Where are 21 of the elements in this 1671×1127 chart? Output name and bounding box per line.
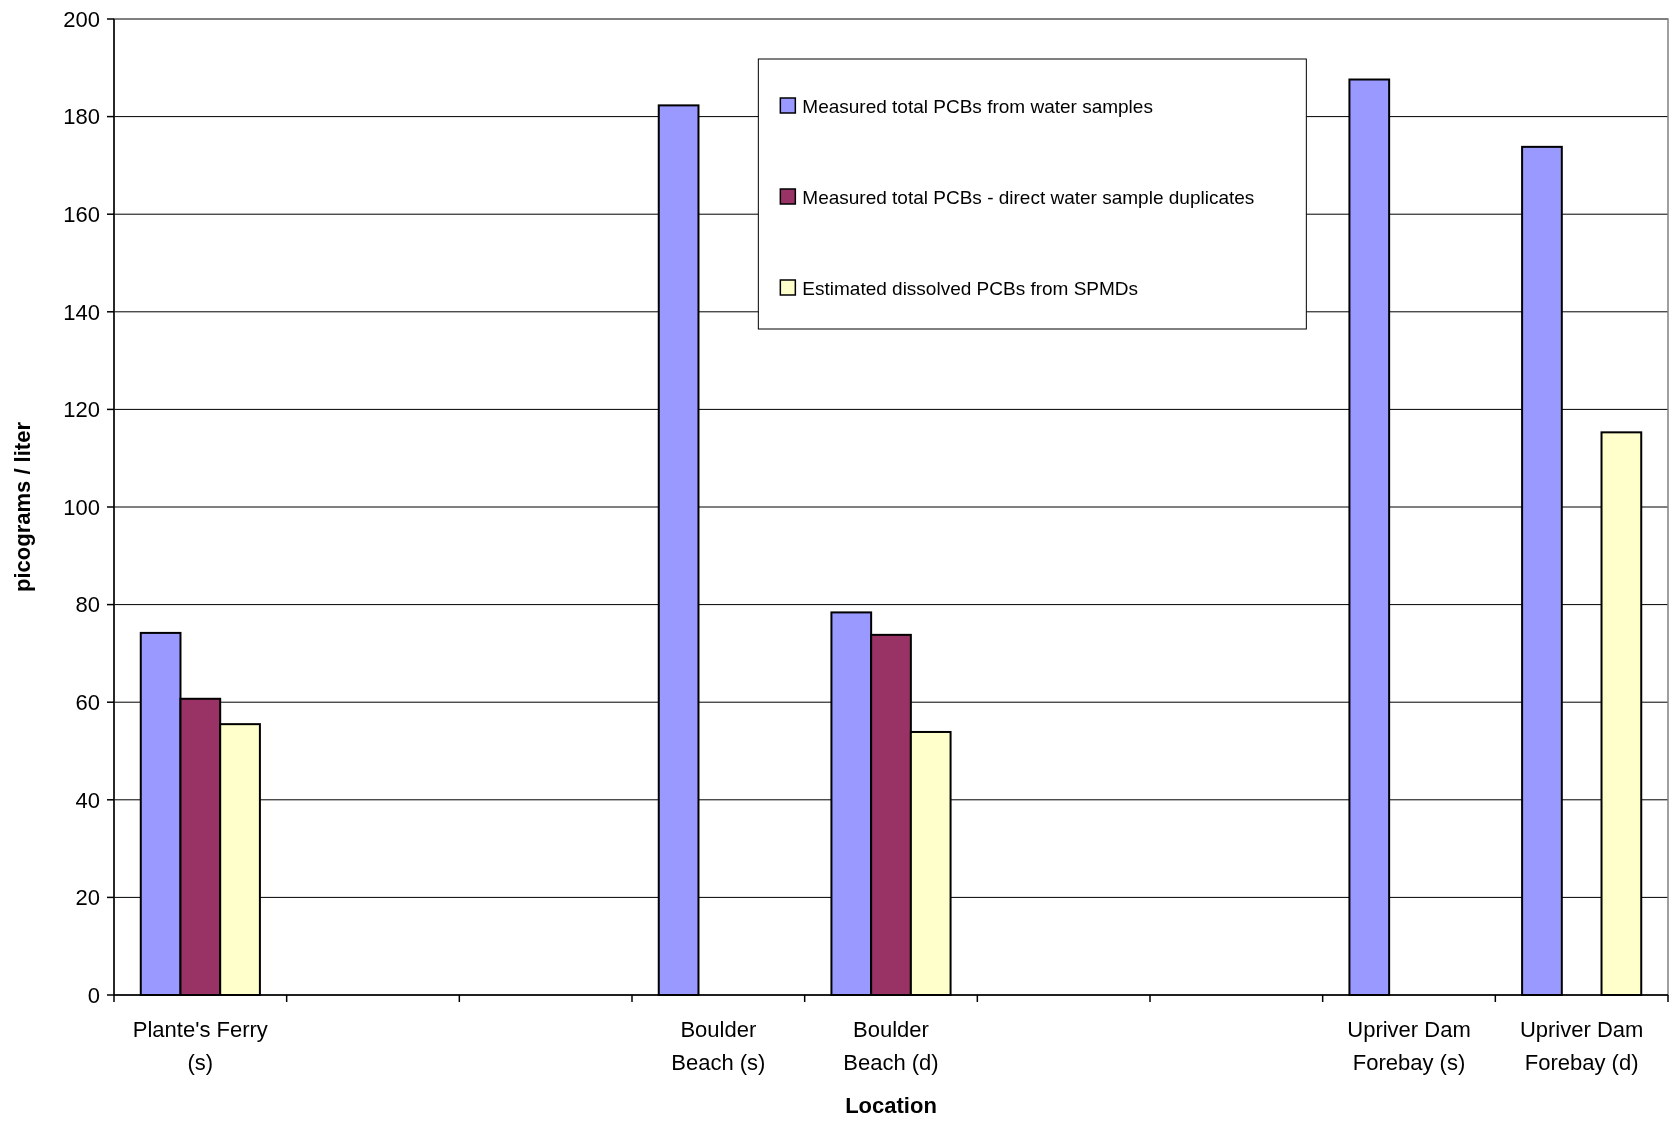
x-tick-label: Plante's Ferry (s) (132, 1017, 268, 1075)
x-tick-label: Upriver Dam Forebay (s) (1347, 1017, 1471, 1075)
y-tick-label: 120 (63, 397, 100, 423)
y-tick-label: 60 (75, 689, 100, 715)
y-tick-label: 40 (75, 787, 100, 813)
x-tick-label: Boulder Beach (d) (843, 1017, 939, 1075)
legend-label: Measured total PCBs from water samples (802, 95, 1153, 117)
y-tick-label: 140 (63, 299, 100, 325)
y-tick-label: 100 (63, 494, 100, 520)
y-tick-label: 160 (63, 201, 100, 227)
y-axis-title: picograms / liter (10, 421, 35, 592)
y-tick-label: 200 (63, 6, 100, 32)
x-tick-label: Upriver Dam Forebay (d) (1519, 1017, 1644, 1075)
y-tick-label: 20 (75, 885, 100, 911)
legend-label: Estimated dissolved PCBs from SPMDs (802, 277, 1139, 299)
x-axis-title: Location (845, 1093, 937, 1118)
legend-label: Measured total PCBs - direct water sample duplicates (802, 186, 1255, 208)
x-tick-label: Boulder Beach (s) (671, 1017, 766, 1075)
y-tick-label: 180 (63, 104, 100, 130)
y-tick-label: 0 (87, 982, 100, 1008)
y-tick-label: 80 (75, 592, 100, 618)
